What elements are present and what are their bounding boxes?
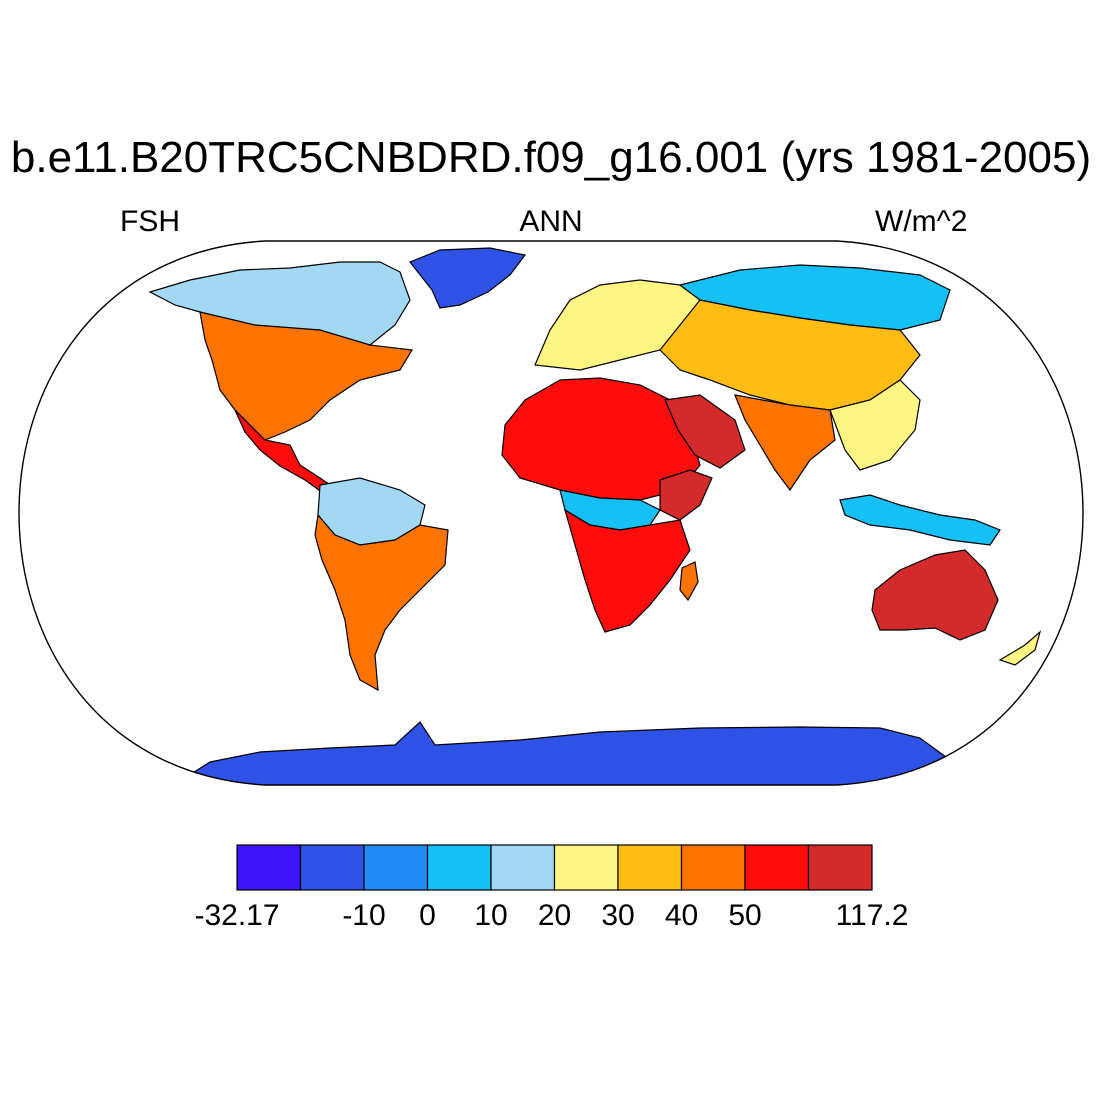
colorbar-swatch <box>553 844 619 891</box>
colorbar-tick-label: 30 <box>601 899 635 932</box>
colorbar-tick-label: 40 <box>664 899 699 932</box>
colorbar-tick-label: 50 <box>728 899 762 932</box>
region-se-asia <box>829 379 921 471</box>
colorbar-swatch <box>617 844 683 891</box>
colorbar-tick-label: -10 <box>342 899 386 932</box>
region-arabia <box>664 394 746 469</box>
region-southern-africa <box>564 508 691 633</box>
region-horn-africa <box>659 469 713 521</box>
variable-label: FSH <box>120 205 180 238</box>
region-madagascar <box>679 561 699 602</box>
map-boundary <box>18 240 1084 786</box>
colorbar-swatch <box>299 844 365 891</box>
plot-title: b.e11.B20TRC5CNBDRD.f09_g16.001 (yrs 198… <box>10 133 1092 182</box>
units-label: W/m^2 <box>875 205 968 238</box>
region-australia <box>871 549 999 641</box>
colorbar-tick-label: -32.17 <box>194 899 280 932</box>
colorbar-swatch <box>363 844 429 891</box>
region-greenland <box>409 247 527 309</box>
region-north-america <box>199 311 413 441</box>
region-south-america <box>314 513 449 692</box>
colorbar-tick-label: 10 <box>474 899 508 932</box>
colorbar-swatch <box>680 844 746 891</box>
region-new-zealand <box>998 630 1042 666</box>
colorbar-swatch <box>426 844 492 891</box>
colorbar-swatch <box>744 844 810 891</box>
season-label: ANN <box>519 205 583 238</box>
region-india <box>734 394 836 492</box>
colorbar-tick-label: 0 <box>419 899 436 932</box>
region-indonesia <box>839 494 1001 546</box>
colorbar-swatch <box>807 844 873 891</box>
colorbar-tick-label: 117.2 <box>835 899 909 932</box>
colorbar-swatch <box>236 844 302 891</box>
colorbar-swatch <box>490 844 556 891</box>
colorbar-tick-label: 20 <box>537 899 572 932</box>
